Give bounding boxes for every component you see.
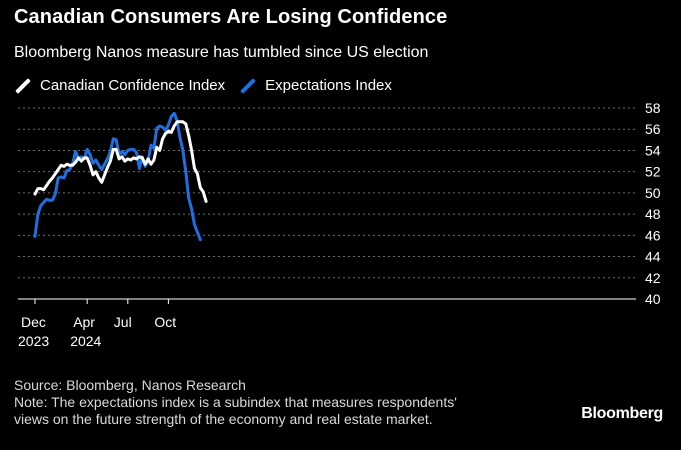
legend-label-expectations: Expectations Index xyxy=(265,77,392,94)
y-tick-label: 58 xyxy=(645,100,661,116)
series-line-confidence xyxy=(33,120,208,203)
y-tick-label: 52 xyxy=(645,164,661,180)
series-line-expectations xyxy=(33,111,202,242)
y-tick-label: 40 xyxy=(645,291,661,307)
source-notes: Source: Bloomberg, Nanos Research Note: … xyxy=(14,377,554,428)
y-tick-label: 46 xyxy=(645,227,661,243)
note-line-1: Note: The expectations index is a subind… xyxy=(14,394,457,410)
y-tick-label: 50 xyxy=(645,185,661,201)
y-tick-label: 44 xyxy=(645,249,661,265)
legend-item-confidence: Canadian Confidence Index xyxy=(14,77,225,94)
y-tick-label: 54 xyxy=(645,142,661,158)
x-tick-label: Apr xyxy=(73,314,95,330)
note-line-2: views on the future strength of the econ… xyxy=(14,411,433,427)
y-tick-label: 48 xyxy=(645,206,661,222)
source-text: Source: Bloomberg, Nanos Research xyxy=(14,377,246,393)
x-tick-year-label: 2023 xyxy=(18,333,49,349)
x-tick-label: Oct xyxy=(154,314,176,330)
x-tick-label: Jul xyxy=(114,314,132,330)
y-tick-label: 56 xyxy=(645,121,661,137)
x-tick-label: Dec xyxy=(21,314,46,330)
bloomberg-logo: Bloomberg xyxy=(581,405,663,422)
chart-title: Canadian Consumers Are Losing Confidence xyxy=(14,6,448,28)
chart-subtitle: Bloomberg Nanos measure has tumbled sinc… xyxy=(14,44,429,61)
y-tick-label: 42 xyxy=(645,270,661,286)
legend-item-expectations: Expectations Index xyxy=(239,77,392,94)
legend: Canadian Confidence Index Expectations I… xyxy=(14,77,406,94)
x-tick-year-label: 2024 xyxy=(70,333,101,349)
legend-label-confidence: Canadian Confidence Index xyxy=(40,77,226,94)
line-chart: 40 42 44 46 48 50 52 54 56 58 Dec 2023 Apr 2024 Jul Oct xyxy=(18,100,661,349)
